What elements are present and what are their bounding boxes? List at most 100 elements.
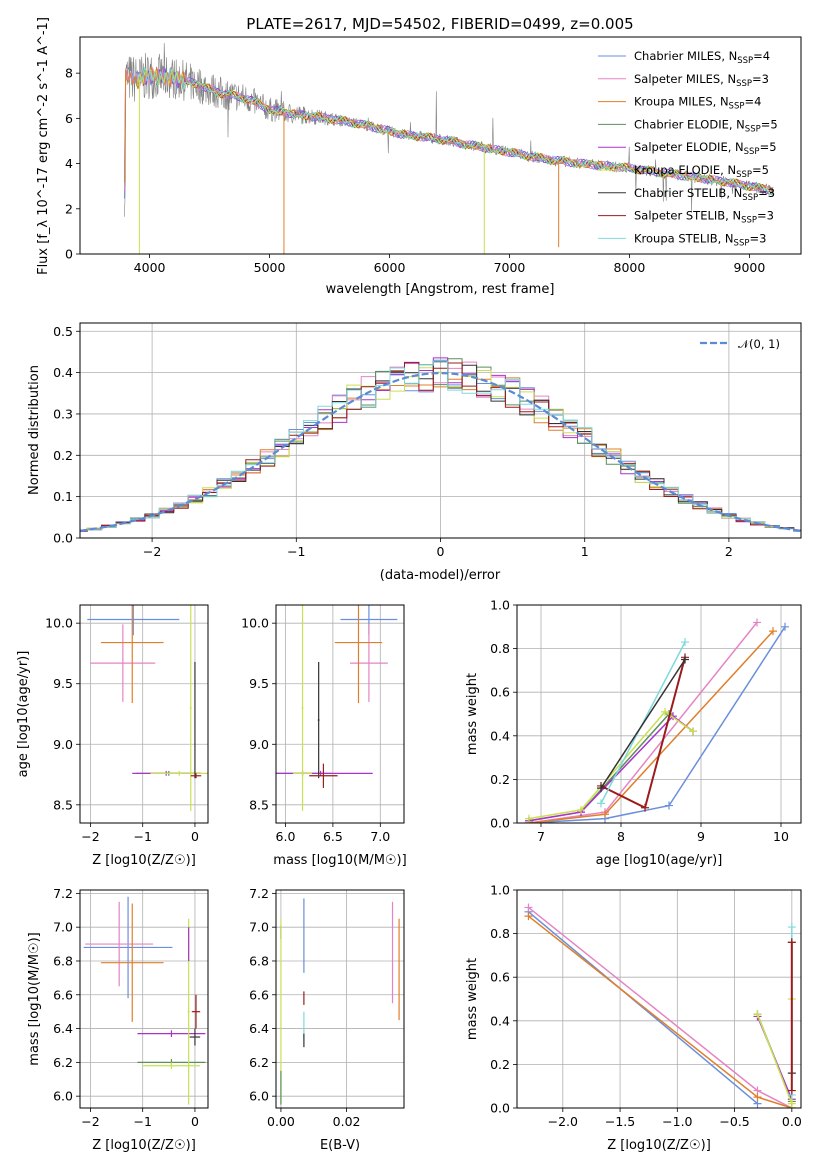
residuals-ytick-label: 0.5 xyxy=(53,324,73,339)
model-spectrum-chabrier_stelib xyxy=(137,65,774,193)
z_age-ylabel: age [log10(age/yr)] xyxy=(16,651,31,778)
spectrum-xlabel: wavelength [Angstrom, rest frame] xyxy=(326,282,555,297)
normal-legend-label: 𝒩(0, 1) xyxy=(738,337,780,351)
z_mass-ytick-label: 7.0 xyxy=(53,920,73,935)
z_mass-ytick-label: 7.2 xyxy=(53,886,73,901)
spectrum-xtick-label: 5000 xyxy=(254,260,286,275)
z_age-frame xyxy=(79,604,209,824)
z_mass-xtick-label: −1 xyxy=(133,1114,151,1129)
residuals-xtick-label: 2 xyxy=(725,544,733,559)
spectrum-frame xyxy=(79,36,802,255)
residuals-plot: −2 −1 0 1 2 0.0 0.1 0.2 0.3 0.4 0.5 xyxy=(53,322,802,559)
weight-point-kroupa_stelib xyxy=(787,923,796,932)
weight-point-kroupa_miles xyxy=(753,1093,762,1102)
weight-point-kroupa_elodie xyxy=(661,707,669,716)
z_mass-plot: −2 −1 0 6.0 6.2 6.4 6.6 6.8 7.0 7.2 xyxy=(53,886,209,1129)
z_age-xlabel: Z [log10(Z/Z☉)] xyxy=(92,853,196,868)
spectrum-xtick-label: 4000 xyxy=(134,260,166,275)
residuals-xtick-label: −2 xyxy=(143,544,161,559)
residual-hist-kroupa_elodie xyxy=(80,367,801,532)
age_weight-ytick-label: 0.8 xyxy=(490,641,510,656)
ebv_mass-ytick-label: 6.0 xyxy=(249,1089,269,1104)
z_weight-ylabel: mass weight xyxy=(465,958,480,1040)
weight-line-salpeter_miles xyxy=(528,906,793,1108)
z_weight-ytick-label: 1.0 xyxy=(490,883,510,898)
age_weight-ytick-label: 1.0 xyxy=(490,598,510,613)
residuals-ytick-label: 0.3 xyxy=(53,406,73,421)
spectrum-ytick-label: 0 xyxy=(65,247,73,262)
z_age-xtick-label: 0 xyxy=(191,829,199,844)
residuals-xtick-label: 1 xyxy=(581,544,589,559)
age_weight-ytick-label: 0.0 xyxy=(490,816,510,831)
legend-label-kroupa_elodie: Kroupa ELODIE, NSSP=5 xyxy=(634,163,769,180)
z_weight-marks xyxy=(524,903,796,1108)
z_weight-xtick-label: −1.5 xyxy=(605,1114,635,1129)
mass_age-ytick-label: 9.5 xyxy=(249,676,269,691)
weight-point-kroupa_elodie xyxy=(753,1010,762,1019)
weight-point-chabrier_miles xyxy=(665,801,673,810)
z_weight-xtick-label: −0.5 xyxy=(719,1114,749,1129)
age_weight-xtick-label: 10 xyxy=(773,829,789,844)
ebv_mass-ytick-label: 7.2 xyxy=(249,886,269,901)
weight-point-salpeter_stelib xyxy=(787,1086,796,1095)
mass_age-frame xyxy=(275,604,405,824)
weight-point-salpeter_stelib xyxy=(641,803,649,812)
z_age-ytick-label: 10.0 xyxy=(45,616,73,631)
legend-label-chabrier_stelib: Chabrier STELIB, NSSP=3 xyxy=(634,186,775,203)
spectrum-xtick-label: 6000 xyxy=(374,260,406,275)
z_mass-xtick-label: 0 xyxy=(191,1114,199,1129)
spectrum-xtick-label: 7000 xyxy=(494,260,526,275)
age_weight-ylabel: mass weight xyxy=(465,673,480,755)
z_age-marks xyxy=(87,605,208,811)
residuals-ytick-label: 0.1 xyxy=(53,489,73,504)
weight-point-kroupa_miles xyxy=(524,912,533,921)
spectrum-xtick-label: 9000 xyxy=(734,260,766,275)
residuals-ytick-label: 0.2 xyxy=(53,448,73,463)
spectrum-ytick-label: 8 xyxy=(65,66,73,81)
ebv_mass-marks xyxy=(280,898,400,1105)
z_age-ytick-label: 8.5 xyxy=(53,797,73,812)
age_weight-frame xyxy=(516,604,802,824)
residual-hist-chabrier_stelib xyxy=(80,361,801,531)
spectrum-ytick-label: 4 xyxy=(65,156,73,171)
figure-title: PLATE=2617, MJD=54502, FIBERID=0499, z=0… xyxy=(246,15,633,33)
weight-point-salpeter_miles xyxy=(753,618,761,627)
spectrum-marks xyxy=(123,43,774,254)
age_weight-ytick-label: 0.2 xyxy=(490,772,510,787)
weight-point-kroupa_miles xyxy=(601,810,609,819)
z_mass-ytick-label: 6.8 xyxy=(53,953,73,968)
z_weight-xtick-label: −1.0 xyxy=(662,1114,692,1129)
mass_age-xtick-label: 7.0 xyxy=(370,829,390,844)
residual-hist-chabrier_elodie xyxy=(80,358,801,532)
z_age-xtick-label: −2 xyxy=(81,829,99,844)
weight-point-kroupa_elodie xyxy=(577,805,585,814)
weight-line-chabrier_miles xyxy=(528,911,758,1105)
z_weight-ytick-label: 0.6 xyxy=(490,970,510,985)
ebv_mass-xtick-label: 0.02 xyxy=(333,1114,361,1129)
weight-point-salpeter_stelib xyxy=(787,938,796,947)
ebv_mass-frame xyxy=(275,889,405,1109)
z_mass-ytick-label: 6.4 xyxy=(53,1021,73,1036)
age_weight-plot: 7 8 9 10 0.0 0.2 0.4 0.6 0.8 1.0 xyxy=(490,598,802,844)
z_mass-xtick-label: −2 xyxy=(81,1114,99,1129)
z_weight-ytick-label: 0.8 xyxy=(490,926,510,941)
ebv_mass-xtick-label: 0.00 xyxy=(267,1114,295,1129)
legend-label-kroupa_stelib: Kroupa STELIB, NSSP=3 xyxy=(634,231,766,248)
z_mass-ytick-label: 6.6 xyxy=(53,987,73,1002)
z_weight-plot: −2.0 −1.5 −1.0 −0.5 0.0 0.0 0.2 0.4 0.6 0.8 1.0 xyxy=(490,883,802,1130)
age_weight-xtick-label: 7 xyxy=(537,829,545,844)
residuals-ytick-label: 0.4 xyxy=(53,365,73,380)
ebv_mass-ytick-label: 6.2 xyxy=(249,1055,269,1070)
ebv_mass-ytick-label: 6.6 xyxy=(249,987,269,1002)
residuals-xlabel: (data-model)/error xyxy=(380,568,501,583)
mass_age-plot: 6.0 6.5 7.0 8.5 9.0 9.5 10.0 xyxy=(241,604,405,844)
z_mass-marks xyxy=(83,896,206,1105)
mass_age-ytick-label: 9.0 xyxy=(249,737,269,752)
ebv_mass-ytick-label: 7.0 xyxy=(249,920,269,935)
age_weight-xtick-label: 8 xyxy=(617,829,625,844)
ebv_mass-xlabel: E(B-V) xyxy=(320,1138,360,1153)
mass_age-xtick-label: 6.0 xyxy=(276,829,296,844)
weight-point-kroupa_stelib xyxy=(597,799,605,808)
weight-point-kroupa_stelib xyxy=(681,638,689,647)
